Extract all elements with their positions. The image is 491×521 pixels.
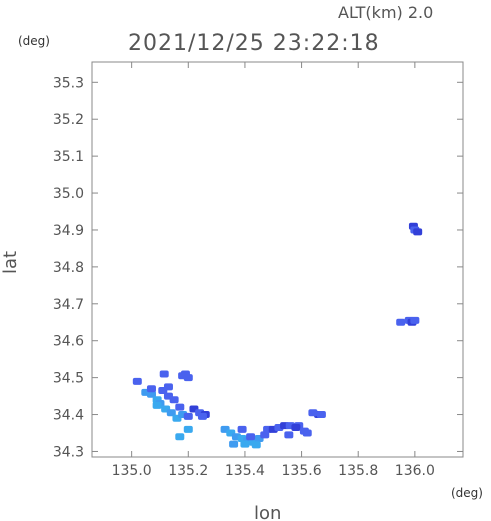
radar-echo-point — [413, 228, 423, 236]
y-tick-label: 35.1 — [53, 149, 84, 165]
y-tick-label: 35.2 — [53, 112, 84, 128]
radar-echo-point — [163, 383, 173, 391]
y-unit-label: (deg) — [18, 34, 50, 48]
radar-echo-point — [410, 316, 420, 324]
y-tick-label: 34.4 — [53, 408, 84, 424]
radar-echo-point — [166, 409, 176, 417]
radar-echo-point — [197, 412, 207, 420]
radar-echo-point — [229, 440, 239, 448]
radar-echo-point — [175, 433, 185, 441]
y-tick-label: 34.6 — [53, 334, 84, 350]
radar-echo-point — [316, 411, 326, 419]
radar-echo-point — [246, 433, 256, 441]
plot-area — [91, 61, 464, 458]
x-tick-label: 135.4 — [225, 463, 265, 479]
y-tick-label: 34.9 — [53, 223, 84, 239]
radar-echo-point — [302, 429, 312, 437]
radar-echo-point — [251, 441, 261, 449]
x-tick-label: 135.0 — [112, 463, 152, 479]
radar-echo-point — [240, 440, 250, 448]
x-axis-label: lon — [254, 503, 281, 521]
radar-echo-point — [183, 412, 193, 420]
radar-echo-point — [291, 423, 301, 431]
radar-echo-point — [308, 409, 318, 417]
y-axis-label: lat — [0, 251, 21, 274]
y-tick-label: 35.0 — [53, 186, 84, 202]
radar-echo-point — [159, 370, 169, 378]
radar-echo-point — [396, 318, 406, 326]
x-unit-label: (deg) — [451, 486, 483, 500]
radar-echo-point — [180, 370, 190, 378]
radar-echo-point — [284, 431, 294, 439]
y-axis: 34.3 34.4 34.5 34.6 34.7 34.8 34.9 35.0 35.1 35.2… — [53, 75, 463, 460]
radar-echo-point — [152, 401, 162, 409]
x-tick-label: 135.8 — [338, 463, 378, 479]
y-tick-label: 34.8 — [53, 260, 84, 276]
radar-echo-point — [237, 425, 247, 433]
radar-echo-point — [175, 403, 185, 411]
y-tick-label: 34.7 — [53, 297, 84, 313]
x-tick-label: 136.0 — [395, 463, 435, 479]
radar-echo-point — [183, 425, 193, 433]
radar-echo-layer — [132, 222, 423, 449]
y-tick-label: 34.3 — [53, 444, 84, 460]
y-tick-label: 35.3 — [53, 75, 84, 91]
radar-echo-point — [146, 385, 156, 393]
x-tick-label: 135.6 — [282, 463, 322, 479]
radar-echo-point — [260, 431, 270, 439]
x-axis: 135.0 135.2 135.4 135.6 135.8 136.0 — [112, 62, 435, 479]
radar-echo-point — [169, 396, 179, 404]
radar-echo-point — [146, 390, 156, 398]
y-tick-label: 34.5 — [53, 371, 84, 387]
x-tick-label: 135.2 — [168, 463, 208, 479]
chart-title: 2021/12/25 23:22:18 — [128, 31, 380, 56]
altitude-label: ALT(km) 2.0 — [338, 3, 433, 22]
radar-echo-point — [132, 377, 142, 385]
